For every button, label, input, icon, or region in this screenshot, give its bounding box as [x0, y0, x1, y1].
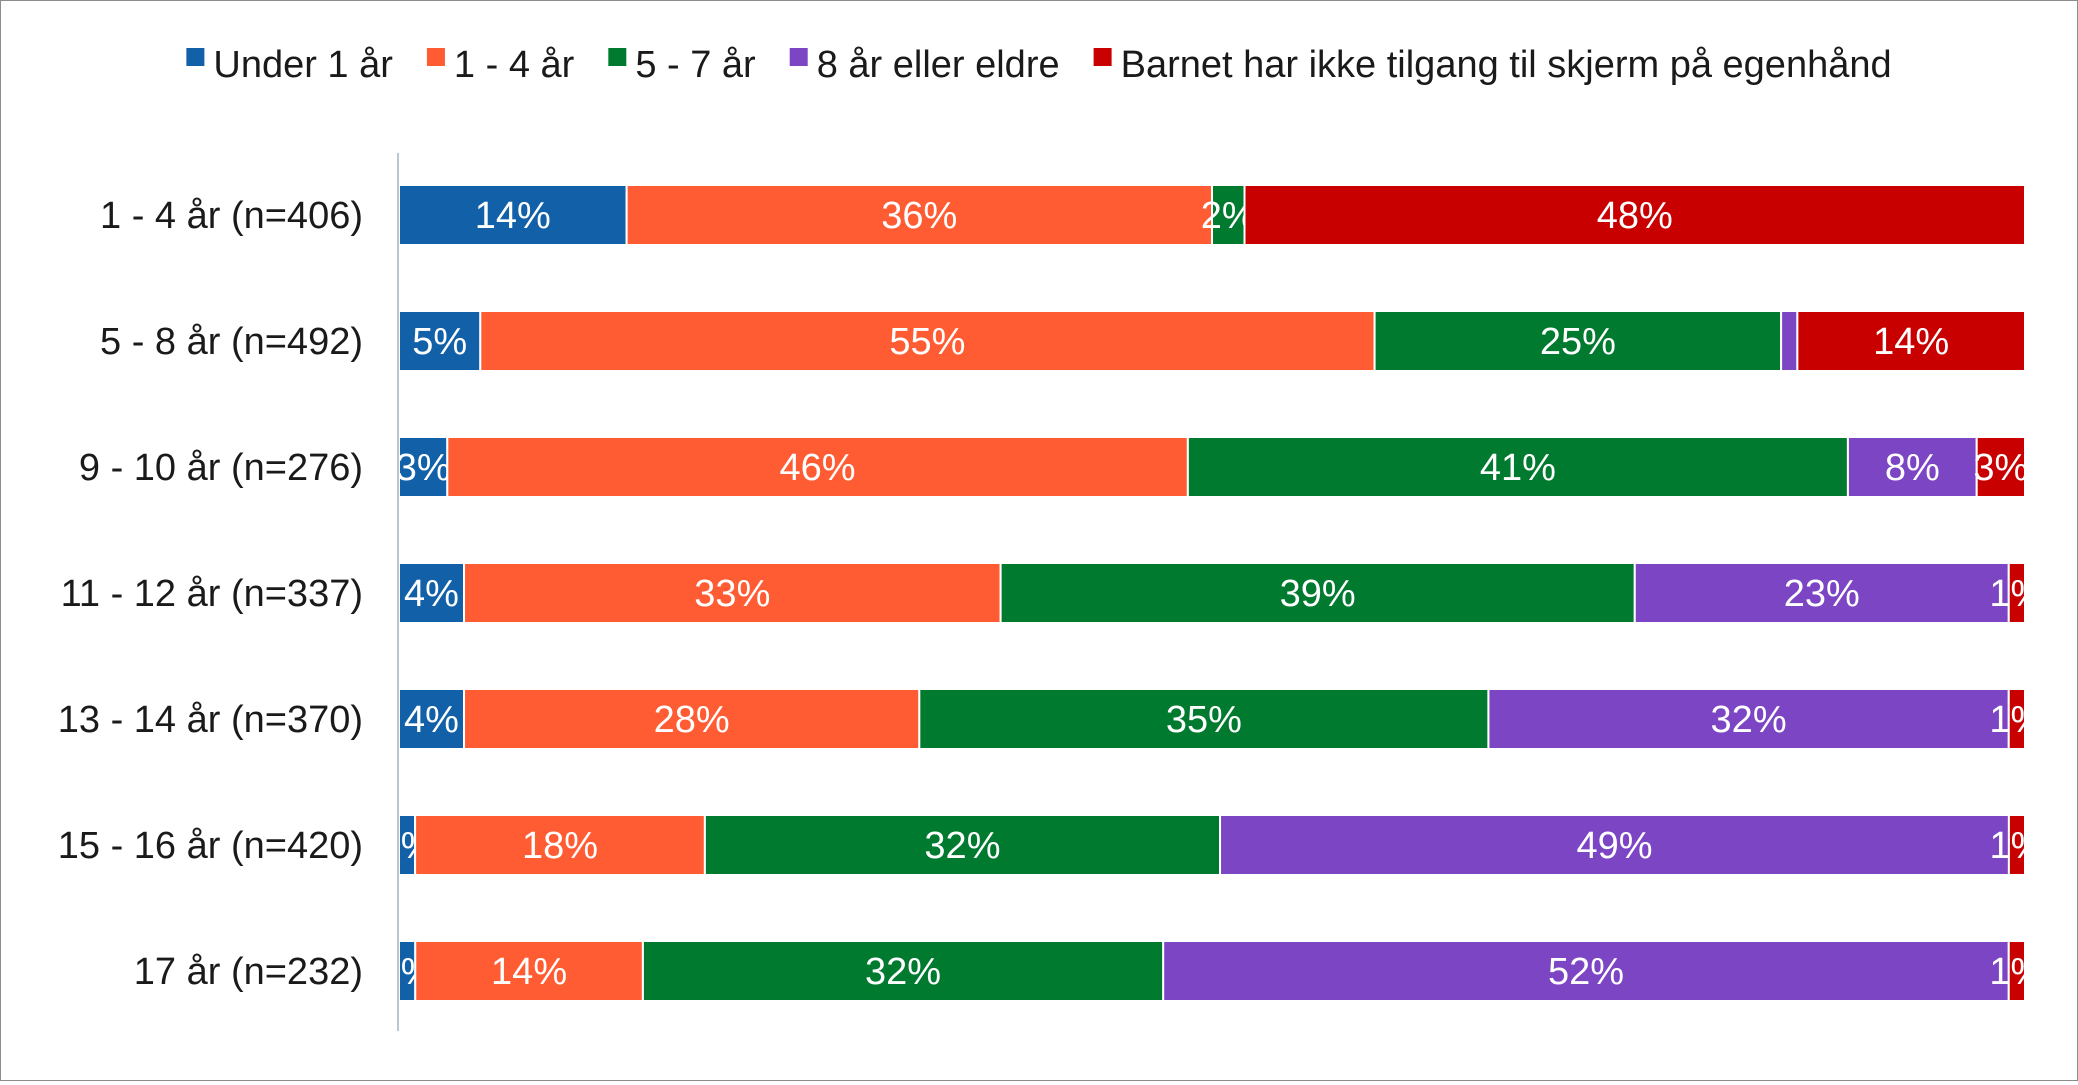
bar-row: 14% 36% 2% 48%: [399, 185, 2025, 245]
bar-segment: [1796, 311, 2025, 371]
bar-row: 3% 46% 41% 8% 3%: [396, 437, 2028, 497]
category-label: 9 - 10 år (n=276): [79, 447, 363, 489]
legend-item: 5 - 7 år: [608, 44, 756, 86]
bar-segment: [1219, 815, 2010, 875]
data-label: 49%: [1576, 825, 1652, 867]
data-label: 14%: [1873, 321, 1949, 363]
bar-segment: [1211, 185, 1246, 245]
bar-segment: [1780, 311, 1799, 371]
legend-label: Under 1 år: [213, 44, 393, 86]
data-label: 1%: [1989, 951, 2044, 993]
bar-segment: [2007, 689, 2025, 749]
category-label: 17 år (n=232): [134, 951, 363, 993]
category-label: 5 - 8 år (n=492): [100, 321, 363, 363]
data-label: 14%: [475, 195, 551, 237]
legend-item: 8 år eller eldre: [789, 44, 1060, 86]
data-label: 25%: [1540, 321, 1616, 363]
data-label: 32%: [1711, 699, 1787, 741]
legend-swatch: [789, 48, 808, 66]
legend-item: Under 1 år: [186, 44, 393, 86]
data-label: 36%: [881, 195, 957, 237]
category-label: 15 - 16 år (n=420): [58, 825, 363, 867]
data-label: 52%: [1548, 951, 1624, 993]
data-label: 48%: [1597, 195, 1673, 237]
bar-segment: [1243, 185, 2025, 245]
legend-label: 1 - 4 år: [454, 44, 575, 86]
bar-segment: [463, 689, 921, 749]
bar-row: 4% 33% 39% 23% 1%: [399, 563, 2044, 623]
data-label: 35%: [1166, 699, 1242, 741]
legend-swatch: [186, 48, 205, 66]
bar-row: 5% 55% 25% 14%: [399, 311, 2025, 371]
data-label: 3%: [1973, 447, 2028, 489]
bar-segment: [999, 563, 1636, 623]
data-label: 14%: [491, 951, 567, 993]
legend-label: 5 - 7 år: [635, 44, 756, 86]
data-label: 28%: [654, 699, 730, 741]
legend-label: Barnet har ikke tilgang til skjerm på eg…: [1121, 44, 1892, 86]
data-label: 32%: [924, 825, 1000, 867]
bar-segment: [1975, 437, 2025, 497]
bar-segment: [446, 437, 1189, 497]
legend-item: Barnet har ikke tilgang til skjerm på eg…: [1093, 44, 1892, 86]
bar-segment: [1373, 311, 1783, 371]
category-label: 11 - 12 år (n=337): [61, 573, 363, 615]
data-label: 18%: [522, 825, 598, 867]
bar-segment: [414, 941, 644, 1001]
data-label: 1%: [1989, 573, 2044, 615]
category-label: 1 - 4 år (n=406): [100, 195, 363, 237]
data-label: 23%: [1784, 573, 1860, 615]
bar-segment: [463, 563, 1002, 623]
legend-item: 1 - 4 år: [426, 44, 575, 86]
bar-row: 1% 14% 32% 52% 1%: [399, 941, 2044, 1001]
data-label: 39%: [1280, 573, 1356, 615]
bar-segment: [2007, 563, 2025, 623]
data-label: 4%: [404, 699, 459, 741]
bar-segment: [2007, 815, 2025, 875]
data-label: 41%: [1480, 447, 1556, 489]
bar-row: 1% 18% 32% 49% 1%: [399, 815, 2044, 875]
category-axis-labels: 1 - 4 år (n=406) 5 - 8 år (n=492) 9 - 10 å…: [58, 195, 363, 993]
bar-segment: [1487, 689, 2010, 749]
bar-segment: [625, 185, 1213, 245]
bars: 14% 36% 2% 48%5% 55% 25% 14%3% 46% 41% 8% 3%4% 33% 3…: [396, 185, 2044, 1001]
bar-segment: [399, 563, 466, 623]
bar-row: 4% 28% 35% 32% 1%: [399, 689, 2044, 749]
data-label: 8%: [1885, 447, 1940, 489]
data-label: 33%: [694, 573, 770, 615]
legend-swatch: [608, 48, 627, 66]
legend-swatch: [1093, 48, 1112, 66]
legend-label: 8 år eller eldre: [817, 44, 1060, 86]
data-label: 55%: [889, 321, 965, 363]
bar-segment: [2007, 941, 2025, 1001]
data-label: 1%: [1989, 825, 2044, 867]
data-label: 5%: [412, 321, 467, 363]
data-label: 1%: [1989, 699, 2044, 741]
legend: Under 1 år 1 - 4 år 5 - 7 år 8 år eller eld…: [186, 44, 1892, 86]
category-label: 13 - 14 år (n=370): [58, 699, 363, 741]
data-label: 4%: [404, 573, 459, 615]
legend-swatch: [426, 48, 445, 66]
bar-segment: [1162, 941, 2010, 1001]
data-label: 32%: [865, 951, 941, 993]
data-label: 3%: [396, 447, 451, 489]
data-label: 46%: [780, 447, 856, 489]
